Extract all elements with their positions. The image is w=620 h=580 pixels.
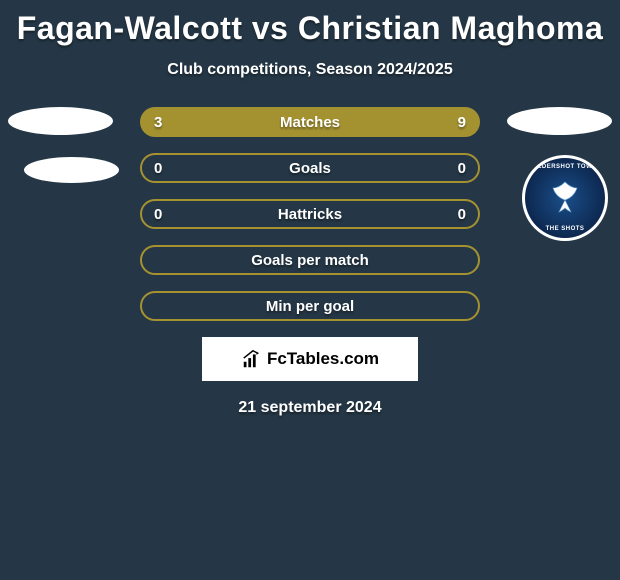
stats-area: ALDERSHOT TOWN THE SHOTS 3 Matches 9 0 G… [0,107,620,321]
stat-row: Goals per match [0,245,620,275]
club-left-logo-placeholder [24,157,119,183]
stat-value-left: 0 [154,206,162,223]
stat-pill-matches: 3 Matches 9 [140,107,480,137]
stat-label: Hattricks [278,206,342,223]
stat-value-right: 9 [458,114,466,131]
chart-icon [241,348,263,370]
stat-pill-hattricks: 0 Hattricks 0 [140,199,480,229]
badge-bottom-text: THE SHOTS [546,226,585,232]
stat-pill-goals-per-match: Goals per match [140,245,480,275]
player-right-photo-placeholder [507,107,612,135]
watermark: FcTables.com [202,337,418,381]
comparison-card: Fagan-Walcott vs Christian Maghoma Club … [0,0,620,417]
watermark-text: FcTables.com [267,349,379,369]
page-title: Fagan-Walcott vs Christian Maghoma [0,10,620,47]
club-right-badge: ALDERSHOT TOWN THE SHOTS [522,155,608,241]
stat-value-right: 0 [458,206,466,223]
date: 21 september 2024 [0,399,620,417]
stat-label: Goals [289,160,331,177]
stat-label: Matches [280,114,340,131]
stat-value-left: 3 [154,114,162,131]
badge-top-text: ALDERSHOT TOWN [533,164,597,170]
stat-label: Goals per match [251,252,369,269]
phoenix-icon [539,172,591,224]
stat-row: Min per goal [0,291,620,321]
player-left-photo-placeholder [8,107,113,135]
stat-label: Min per goal [266,298,354,315]
stat-value-right: 0 [458,160,466,177]
stat-pill-goals: 0 Goals 0 [140,153,480,183]
stat-value-left: 0 [154,160,162,177]
subtitle: Club competitions, Season 2024/2025 [0,61,620,79]
stat-pill-min-per-goal: Min per goal [140,291,480,321]
